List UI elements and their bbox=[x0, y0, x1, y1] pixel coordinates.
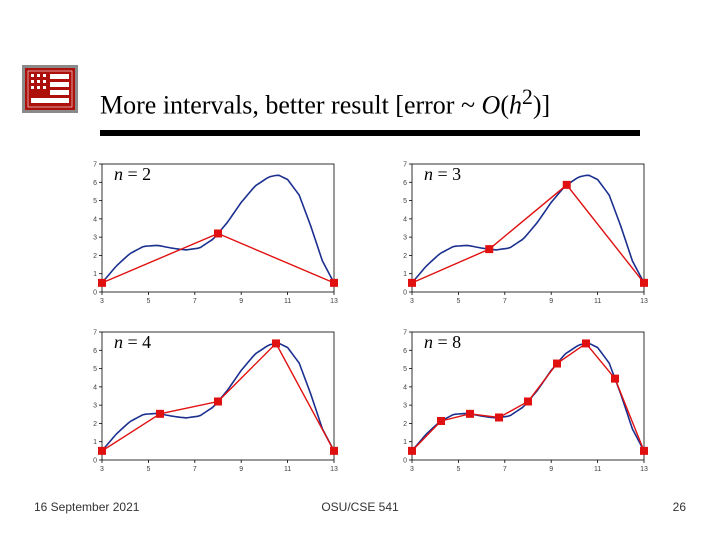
svg-text:3: 3 bbox=[93, 235, 97, 242]
chart-n3: 0 1 2 3 4 5 6 7 3 5 7 9 11 13 n = 3 bbox=[390, 158, 650, 308]
title-bigO: O bbox=[482, 91, 501, 120]
svg-text:6: 6 bbox=[403, 180, 407, 187]
svg-text:0: 0 bbox=[93, 458, 97, 465]
approx-marker bbox=[214, 229, 222, 237]
svg-text:3: 3 bbox=[403, 403, 407, 410]
svg-text:3: 3 bbox=[410, 298, 414, 305]
svg-text:5: 5 bbox=[403, 198, 407, 205]
svg-text:6: 6 bbox=[93, 348, 97, 355]
svg-text:13: 13 bbox=[640, 466, 648, 473]
svg-text:1: 1 bbox=[93, 439, 97, 446]
svg-text:3: 3 bbox=[100, 466, 104, 473]
title-exp: 2 bbox=[522, 85, 533, 109]
svg-text:7: 7 bbox=[503, 466, 507, 473]
svg-text:5: 5 bbox=[146, 298, 150, 305]
svg-text:7: 7 bbox=[93, 330, 97, 337]
svg-text:2: 2 bbox=[93, 253, 97, 260]
chart-label-n8: n = 8 bbox=[424, 332, 461, 353]
svg-text:7: 7 bbox=[193, 466, 197, 473]
svg-text:6: 6 bbox=[403, 348, 407, 355]
svg-text:4: 4 bbox=[403, 384, 407, 391]
approx-marker bbox=[408, 279, 416, 287]
chart-label-n3: n = 3 bbox=[424, 164, 461, 185]
approx-marker bbox=[272, 339, 280, 347]
svg-text:5: 5 bbox=[456, 466, 460, 473]
svg-text:11: 11 bbox=[594, 298, 601, 305]
title-h: h bbox=[509, 91, 522, 120]
approx-marker bbox=[330, 279, 338, 287]
approx-marker bbox=[640, 279, 648, 287]
svg-text:5: 5 bbox=[403, 366, 407, 373]
approx-marker bbox=[98, 447, 106, 455]
approx-marker bbox=[466, 410, 474, 418]
approx-marker bbox=[495, 413, 503, 421]
svg-text:2: 2 bbox=[403, 421, 407, 428]
chart-n8: 0 1 2 3 4 5 6 7 3 5 7 9 11 13 n = 8 bbox=[390, 326, 650, 476]
chart-label-n2: n = 2 bbox=[114, 164, 151, 185]
chart-label-n4: n = 4 bbox=[114, 332, 151, 353]
footer-course: OSU/CSE 541 bbox=[0, 500, 720, 514]
approx-marker bbox=[582, 339, 590, 347]
approx-marker bbox=[408, 447, 416, 455]
title-text-2: )] bbox=[533, 91, 550, 120]
chart-n2: 0 1 2 3 4 5 6 7 3 5 7 9 11 13 n = 2 bbox=[80, 158, 340, 308]
approx-marker bbox=[553, 360, 561, 368]
svg-text:13: 13 bbox=[640, 298, 648, 305]
charts-grid: 0123456735791113 n = 2 0123456735791113 … bbox=[80, 158, 660, 476]
svg-text:1: 1 bbox=[403, 271, 407, 278]
svg-text:9: 9 bbox=[549, 466, 553, 473]
svg-text:1: 1 bbox=[93, 271, 97, 278]
approx-marker bbox=[437, 417, 445, 425]
approx-marker bbox=[640, 447, 648, 455]
slide-title: More intervals, better result [error ~ O… bbox=[100, 85, 550, 121]
svg-text:1: 1 bbox=[403, 439, 407, 446]
svg-text:5: 5 bbox=[456, 298, 460, 305]
svg-text:3: 3 bbox=[403, 235, 407, 242]
svg-text:3: 3 bbox=[410, 466, 414, 473]
svg-text:2: 2 bbox=[403, 253, 407, 260]
svg-text:13: 13 bbox=[330, 466, 338, 473]
svg-text:4: 4 bbox=[403, 216, 407, 223]
svg-text:9: 9 bbox=[549, 298, 553, 305]
svg-text:0: 0 bbox=[93, 290, 97, 297]
approx-marker bbox=[98, 279, 106, 287]
svg-text:7: 7 bbox=[403, 162, 407, 169]
svg-text:5: 5 bbox=[93, 366, 97, 373]
svg-text:6: 6 bbox=[93, 180, 97, 187]
svg-text:0: 0 bbox=[403, 290, 407, 297]
approx-marker bbox=[214, 397, 222, 405]
svg-text:7: 7 bbox=[403, 330, 407, 337]
approx-marker bbox=[611, 375, 619, 383]
svg-text:7: 7 bbox=[503, 298, 507, 305]
svg-text:11: 11 bbox=[284, 466, 291, 473]
svg-text:5: 5 bbox=[146, 466, 150, 473]
approx-marker bbox=[563, 181, 571, 189]
svg-text:13: 13 bbox=[330, 298, 338, 305]
svg-text:9: 9 bbox=[239, 466, 243, 473]
approx-marker bbox=[485, 245, 493, 253]
svg-text:3: 3 bbox=[100, 298, 104, 305]
title-text-1: More intervals, better result [error ~ bbox=[100, 91, 482, 120]
svg-text:7: 7 bbox=[193, 298, 197, 305]
approx-marker bbox=[156, 410, 164, 418]
title-underline bbox=[100, 130, 640, 136]
svg-text:11: 11 bbox=[284, 298, 291, 305]
chart-n4: 0 1 2 3 4 5 6 7 3 5 7 9 11 13 n = 4 bbox=[80, 326, 340, 476]
osu-logo bbox=[22, 65, 78, 113]
approx-marker bbox=[524, 397, 532, 405]
svg-text:3: 3 bbox=[93, 403, 97, 410]
svg-text:7: 7 bbox=[93, 162, 97, 169]
svg-text:11: 11 bbox=[594, 466, 601, 473]
approx-marker bbox=[330, 447, 338, 455]
footer-pagenum: 26 bbox=[673, 500, 686, 514]
svg-text:0: 0 bbox=[403, 458, 407, 465]
svg-text:5: 5 bbox=[93, 198, 97, 205]
svg-text:2: 2 bbox=[93, 421, 97, 428]
svg-text:4: 4 bbox=[93, 384, 97, 391]
svg-text:9: 9 bbox=[239, 298, 243, 305]
svg-text:4: 4 bbox=[93, 216, 97, 223]
